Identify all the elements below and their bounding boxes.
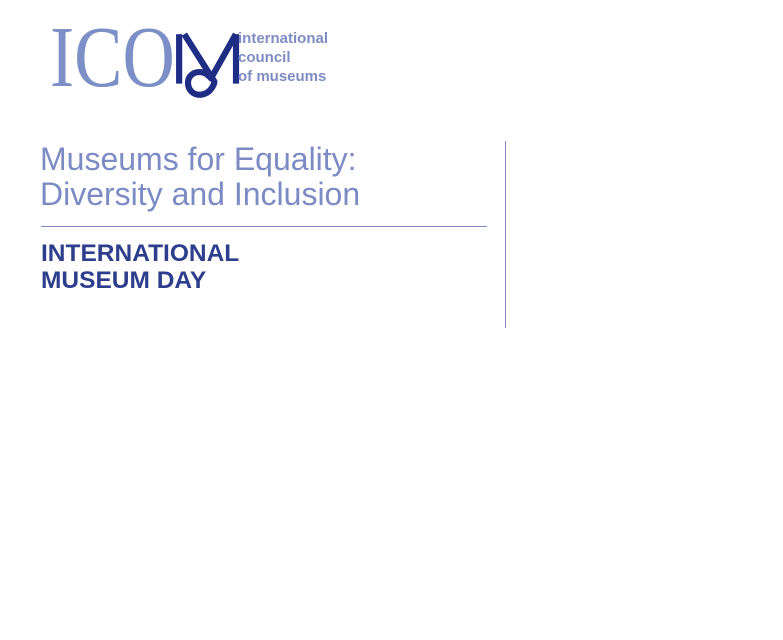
svg-text:international: international [238,30,328,47]
svg-text:ICO: ICO [50,20,175,100]
svg-text:of museums: of museums [238,68,326,85]
svg-text:council: council [238,49,291,66]
